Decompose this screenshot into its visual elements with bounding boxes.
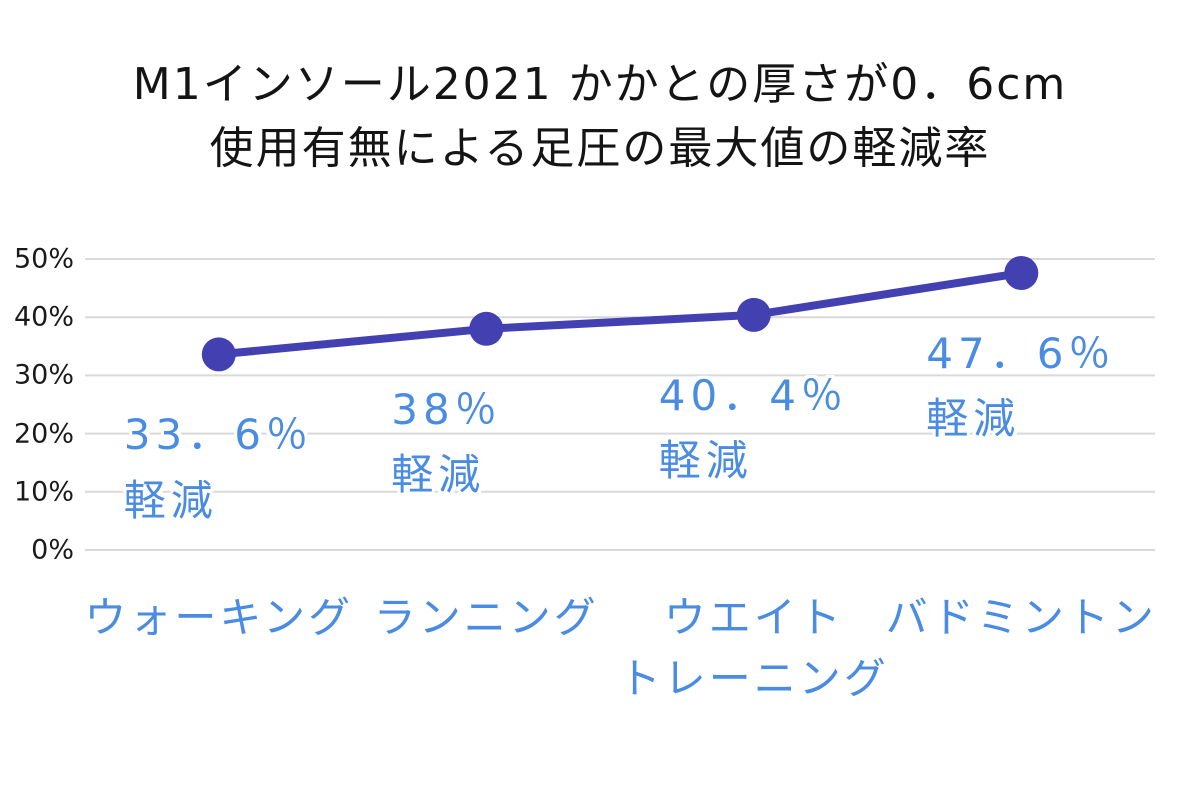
data-point-marker bbox=[1004, 256, 1039, 290]
data-point-marker bbox=[469, 311, 504, 346]
y-axis-tick-label: 20% bbox=[13, 418, 74, 450]
data-point-marker bbox=[736, 297, 771, 332]
data-point-suffix: 軽減 bbox=[391, 449, 486, 499]
data-point-label: 47．6％ 軽減 bbox=[926, 321, 1115, 451]
data-point-value: 40．4％ bbox=[658, 370, 848, 420]
data-point-suffix: 軽減 bbox=[658, 435, 753, 485]
x-axis-category-line1: バドミントン bbox=[885, 593, 1157, 642]
y-axis-tick-label: 0% bbox=[31, 534, 74, 566]
y-axis-tick-label: 40% bbox=[13, 301, 74, 333]
data-point-label: 38％ 軽減 bbox=[391, 377, 501, 507]
x-axis-category-line2: トレーニング bbox=[618, 653, 889, 703]
gridlines bbox=[85, 258, 1155, 551]
data-point-value: 33．6％ bbox=[123, 410, 313, 460]
chart-title-line1: M1インソール2021 かかとの厚さが0．6cm bbox=[132, 59, 1068, 110]
x-axis-category-line1: ウォーキング bbox=[84, 593, 354, 642]
data-point-suffix: 軽減 bbox=[123, 475, 218, 525]
x-axis-category-line1: ウエイト bbox=[663, 593, 844, 642]
data-point-marker bbox=[201, 337, 236, 372]
data-line bbox=[214, 269, 1026, 359]
x-axis-category-label: ウエイトトレーニング bbox=[534, 588, 974, 710]
y-axis-tick-label: 30% bbox=[13, 359, 74, 391]
data-point-value: 47．6％ bbox=[926, 328, 1116, 378]
y-axis-tick-label: 50% bbox=[13, 243, 74, 275]
x-axis-category-line1: ランニング bbox=[373, 593, 599, 642]
y-axis-tick-label: 10% bbox=[13, 476, 74, 508]
x-axis-category-label: ウォーキング bbox=[0, 588, 439, 649]
x-axis-category-label: バドミントン bbox=[801, 588, 1200, 649]
data-point-value: 38％ bbox=[391, 384, 502, 434]
x-axis-category-label: ランニング bbox=[266, 588, 706, 649]
chart-title-line2: 使用有無による足圧の最大値の軽減率 bbox=[209, 123, 991, 174]
data-point-label: 40．4％ 軽減 bbox=[659, 363, 848, 493]
data-point-label: 33．6％ 軽減 bbox=[124, 402, 313, 532]
data-point-suffix: 軽減 bbox=[926, 394, 1021, 444]
